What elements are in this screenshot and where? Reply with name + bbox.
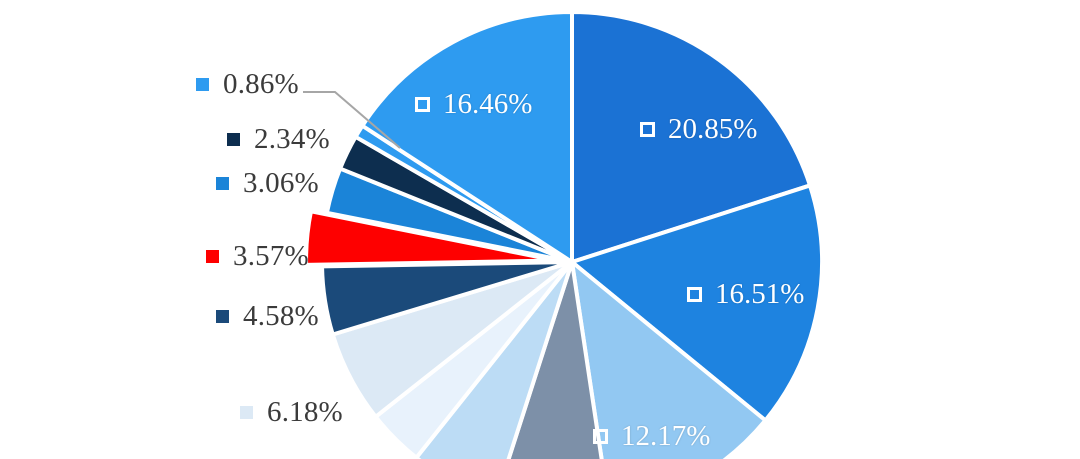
pie-label-16-46: 16.46% <box>415 88 532 121</box>
pie-label-3-57: 3.57% <box>206 240 309 273</box>
pie-label-text: 20.85% <box>668 113 758 145</box>
pie-label-text: 16.46% <box>443 88 533 120</box>
hollow-square-marker-icon <box>640 122 655 137</box>
pie-label-20-85: 20.85% <box>640 113 757 146</box>
pie-slice[interactable] <box>570 260 768 459</box>
legend-square-marker-icon <box>206 250 219 263</box>
pie-slice[interactable] <box>360 10 574 264</box>
hollow-square-marker-icon <box>687 287 702 302</box>
pie-label-text: 16.51% <box>715 278 805 310</box>
leader-line <box>303 91 401 149</box>
legend-square-marker-icon <box>216 177 229 190</box>
hollow-square-marker-icon <box>415 97 430 112</box>
pie-label-3-06: 3.06% <box>216 167 319 200</box>
pie-slice[interactable] <box>495 260 609 459</box>
pie-label-0-86: 0.86% <box>196 68 299 101</box>
hollow-square-marker-icon <box>593 429 608 444</box>
pie-slice[interactable] <box>304 209 559 267</box>
pie-label-12-17: 12.17% <box>593 420 710 453</box>
pie-label-text: 2.34% <box>254 123 330 155</box>
pie-label-16-51: 16.51% <box>687 278 804 311</box>
pie-label-text: 4.58% <box>243 300 319 332</box>
pie-label-6-18: 6.18% <box>240 396 343 429</box>
pie-label-text: 0.86% <box>223 68 299 100</box>
pie-label-2-34: 2.34% <box>227 123 330 156</box>
legend-square-marker-icon <box>216 310 229 323</box>
pie-label-text: 6.18% <box>267 396 343 428</box>
pie-slices-group <box>304 10 824 459</box>
legend-square-marker-icon <box>196 78 209 91</box>
pie-label-text: 3.06% <box>243 167 319 199</box>
pie-label-text: 12.17% <box>621 420 711 452</box>
pie-label-4-58: 4.58% <box>216 300 319 333</box>
pie-slice[interactable] <box>570 10 812 264</box>
pie-label-text: 3.57% <box>233 240 309 272</box>
legend-square-marker-icon <box>227 133 240 146</box>
leader-line-group <box>303 91 401 149</box>
legend-square-marker-icon <box>240 406 253 419</box>
pie-slice[interactable] <box>570 183 824 423</box>
